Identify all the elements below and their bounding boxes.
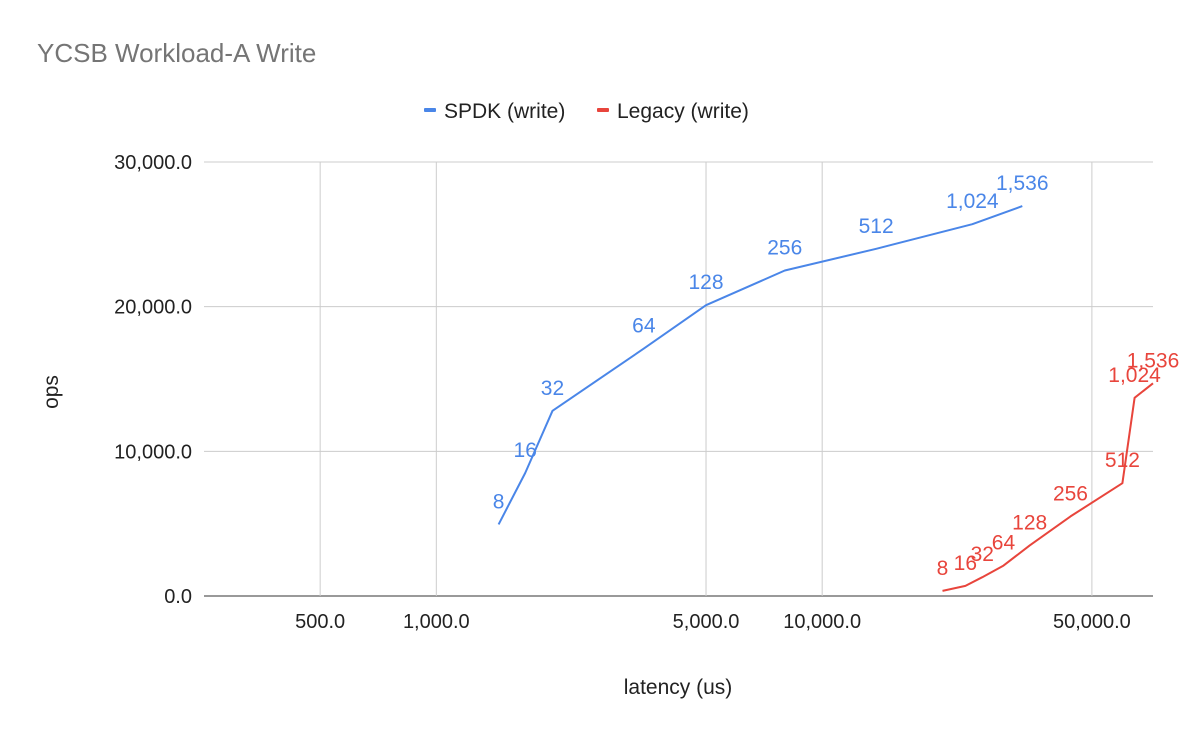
data-label: 16: [514, 439, 537, 462]
gridlines: [204, 161, 1153, 597]
data-label: 1,024: [1108, 364, 1161, 387]
data-label: 8: [493, 490, 505, 513]
data-label: 32: [541, 377, 564, 400]
legend-label: Legacy (write): [617, 100, 749, 123]
data-label: 512: [859, 215, 894, 238]
legend-swatch: [597, 108, 609, 112]
data-label: 128: [1012, 511, 1047, 534]
axes: 0.0 10,000.0 20,000.0 30,000.0 500.0 1,000.0 5…: [114, 152, 1131, 633]
data-label: 64: [632, 315, 656, 338]
legend-label: SPDK (write): [444, 100, 565, 123]
data-label: 1,024: [946, 190, 999, 213]
data-label: 512: [1105, 449, 1140, 472]
data-label: 8: [937, 557, 949, 580]
x-tick-label: 10,000.0: [783, 611, 861, 633]
x-tick-label: 1,000.0: [403, 611, 470, 633]
y-tick-label: 10,000.0: [114, 441, 192, 463]
legend-swatch: [424, 108, 436, 112]
y-tick-label: 30,000.0: [114, 152, 192, 174]
data-label: 1,536: [996, 172, 1049, 195]
y-tick-label: 0.0: [164, 586, 192, 608]
x-tick-label: 50,000.0: [1053, 611, 1131, 633]
series-line-spdk: [497, 205, 1023, 525]
data-label: 256: [1053, 482, 1088, 505]
data-label: 64: [992, 532, 1016, 555]
y-tick-label: 20,000.0: [114, 297, 192, 319]
data-label: 16: [954, 552, 977, 575]
data-label: 1,536: [1127, 349, 1180, 372]
y-axis-label: ops: [40, 375, 63, 409]
data-label: 128: [689, 271, 724, 294]
series-lines: [497, 205, 1154, 592]
x-tick-label: 500.0: [295, 611, 345, 633]
legend: SPDK (write) Legacy (write): [424, 100, 749, 123]
x-tick-label: 5,000.0: [673, 611, 740, 633]
data-label: 256: [767, 237, 802, 260]
x-axis-label: latency (us): [624, 676, 733, 699]
data-label: 32: [971, 543, 994, 566]
series-line-legacy: [942, 382, 1154, 592]
chart-title: YCSB Workload-A Write: [37, 38, 317, 68]
